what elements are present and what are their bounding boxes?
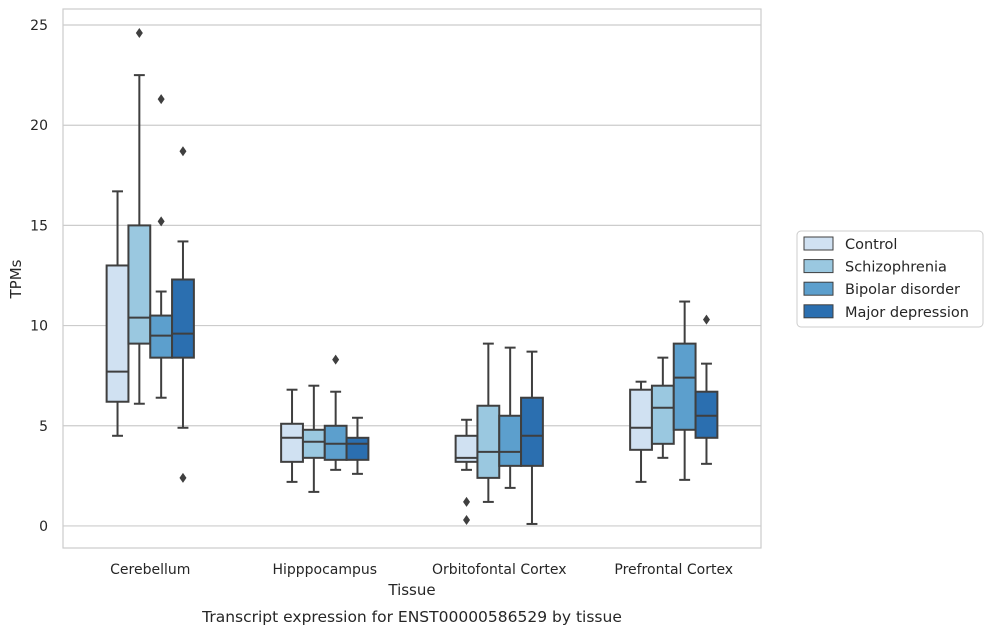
box-iqr	[672, 342, 697, 431]
legend-label: Major depression	[845, 305, 969, 321]
y-tick-label: 0	[39, 519, 48, 535]
outlier-point	[463, 496, 471, 507]
outlier-point	[179, 472, 187, 483]
plot-frame	[62, 8, 762, 549]
x-tick-label: Hipppocampus	[272, 562, 377, 578]
box-iqr	[345, 436, 370, 461]
legend-label: Control	[845, 237, 897, 253]
box-iqr	[520, 396, 544, 467]
legend-items: Control Schizophrenia Bipolar disorder Majo…	[803, 236, 969, 321]
outlier-point	[463, 514, 471, 525]
box-element	[650, 356, 675, 459]
box-element	[672, 300, 697, 481]
figure-caption: Transcript expression for ENST0000058652…	[201, 608, 622, 626]
outlier-point	[157, 94, 165, 105]
y-axis-title: TPMs	[7, 259, 25, 299]
outlier-point	[702, 314, 710, 325]
legend-frame	[796, 230, 984, 328]
legend-swatch	[803, 281, 834, 296]
box-element	[149, 94, 174, 399]
outlier-point	[332, 354, 340, 365]
legend-swatch	[803, 304, 834, 319]
box-element	[629, 380, 653, 483]
y-tick-label: 15	[30, 218, 48, 234]
outlier-point	[179, 146, 187, 157]
box-element	[498, 346, 523, 489]
box-iqr	[498, 414, 523, 467]
box-iqr	[476, 404, 501, 479]
box-element	[454, 418, 479, 525]
box-iqr	[629, 388, 653, 451]
box-element	[171, 146, 195, 483]
y-tick-label: 5	[39, 419, 48, 435]
box-element	[476, 342, 501, 503]
box-element	[520, 350, 544, 525]
y-tick-label: 20	[30, 118, 48, 134]
box-iqr	[105, 264, 130, 403]
box-iqr	[694, 390, 719, 439]
box-element	[345, 416, 370, 475]
x-tick-label: Orbitofontal Cortex	[432, 562, 567, 578]
y-tick-labels: 0 5 10 15 20 25	[30, 18, 48, 535]
box-iqr	[323, 424, 348, 461]
x-tick-label: Prefrontal Cortex	[614, 562, 733, 578]
box-iqr	[149, 314, 174, 359]
box-element	[301, 384, 326, 493]
legend: Control Schizophrenia Bipolar disorder Majo…	[796, 230, 984, 328]
box-iqr	[280, 422, 304, 463]
legend-swatch	[803, 259, 834, 274]
gridlines	[63, 24, 761, 527]
box-element	[323, 354, 348, 471]
x-axis-title: Tissue	[387, 581, 435, 599]
x-tick-label: Cerebellum	[110, 562, 190, 578]
boxes	[105, 28, 719, 525]
box-iqr	[650, 384, 675, 445]
box-iqr	[301, 428, 326, 459]
legend-label: Bipolar disorder	[845, 282, 960, 298]
outlier-point	[157, 216, 165, 227]
legend-swatch	[803, 236, 834, 251]
box-element	[127, 28, 152, 405]
box-element	[105, 190, 130, 437]
y-tick-label: 25	[30, 18, 48, 34]
box-element	[280, 388, 304, 483]
legend-label: Schizophrenia	[845, 260, 947, 276]
x-tick-labels: Cerebellum Hipppocampus Orbitofontal Corte…	[110, 562, 733, 578]
y-tick-label: 10	[30, 319, 48, 335]
box-iqr	[127, 224, 152, 345]
box-element	[694, 314, 719, 465]
outlier-point	[135, 28, 143, 39]
box-iqr	[171, 278, 195, 359]
